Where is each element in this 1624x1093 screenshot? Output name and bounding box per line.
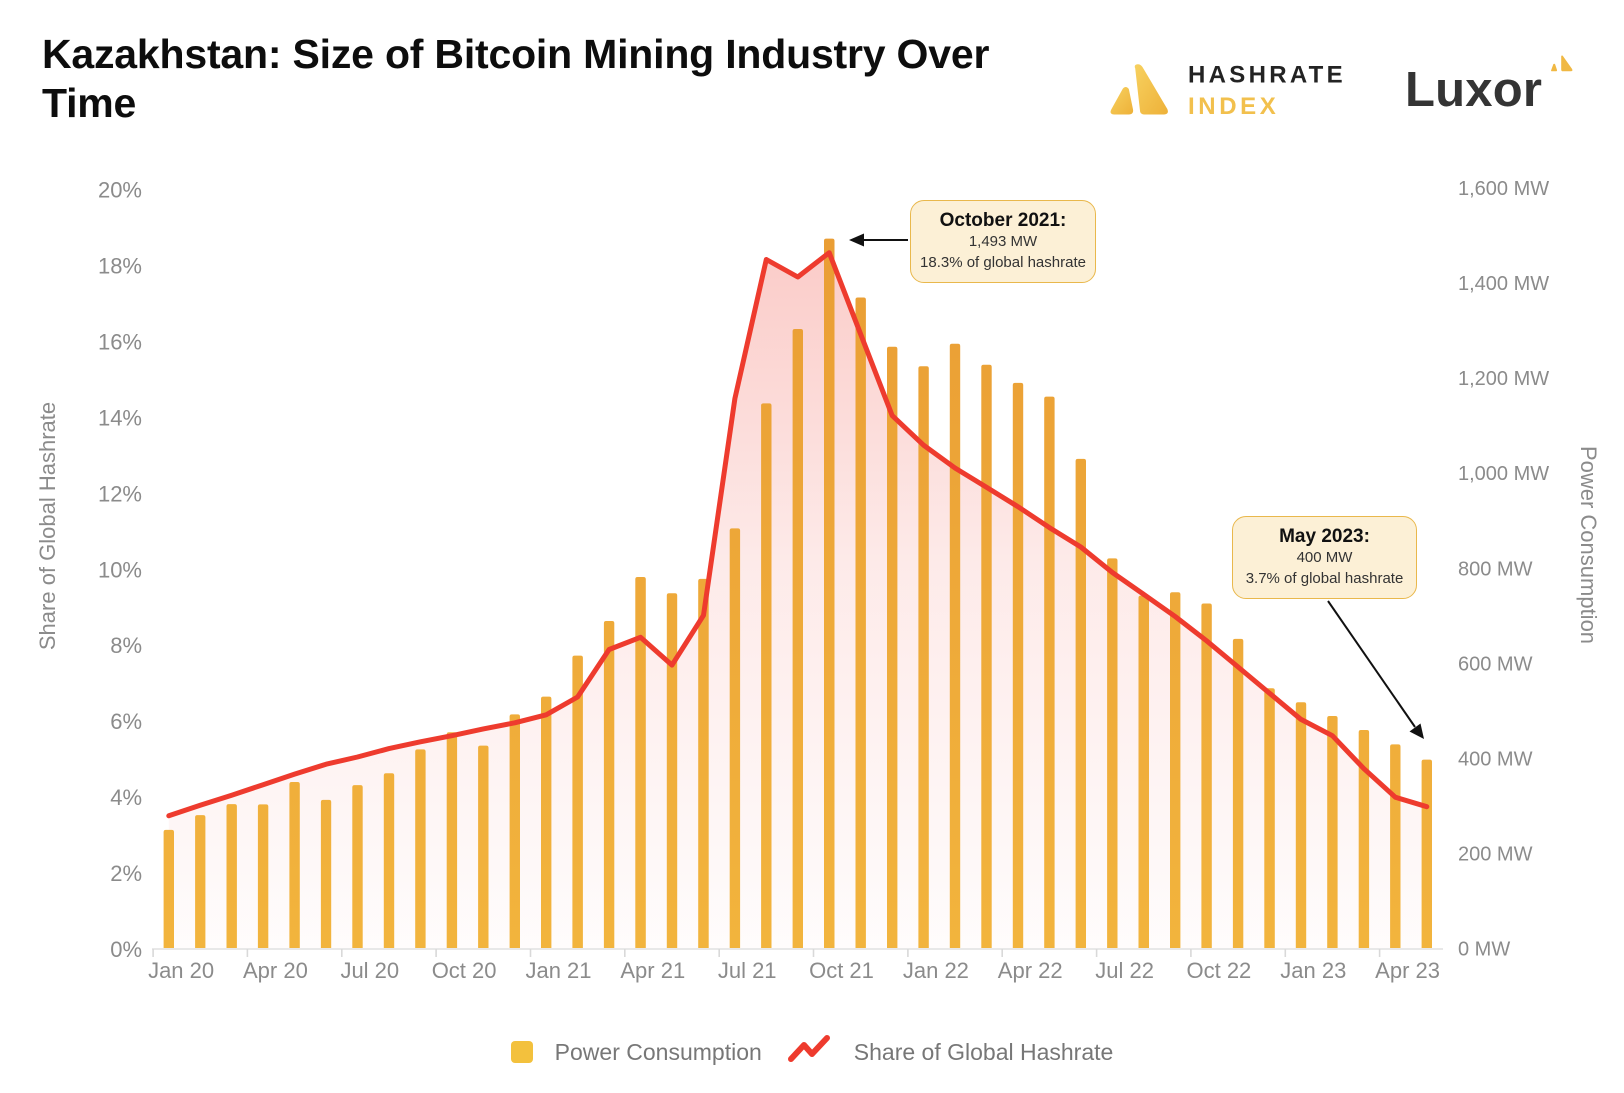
- svg-text:Jul 22: Jul 22: [1095, 958, 1154, 983]
- svg-text:Apr 22: Apr 22: [998, 958, 1063, 983]
- svg-text:1,200 MW: 1,200 MW: [1458, 368, 1549, 390]
- svg-text:0 MW: 0 MW: [1458, 939, 1510, 961]
- svg-text:Jan 23: Jan 23: [1280, 958, 1346, 983]
- svg-text:200 MW: 200 MW: [1458, 843, 1533, 865]
- svg-text:0%: 0%: [110, 937, 142, 962]
- svg-text:600 MW: 600 MW: [1458, 653, 1533, 675]
- svg-text:400 MW: 400 MW: [1458, 748, 1533, 770]
- svg-text:Share of Global Hashrate: Share of Global Hashrate: [35, 402, 60, 650]
- svg-text:Luxor: Luxor: [1405, 63, 1542, 117]
- svg-text:Oct 20: Oct 20: [432, 958, 497, 983]
- svg-text:Jan 20: Jan 20: [148, 958, 214, 983]
- svg-text:Jul 21: Jul 21: [718, 958, 777, 983]
- svg-text:8%: 8%: [110, 633, 142, 658]
- svg-text:1,000 MW: 1,000 MW: [1458, 463, 1549, 485]
- svg-text:6%: 6%: [110, 709, 142, 734]
- svg-text:Jan 21: Jan 21: [525, 958, 591, 983]
- svg-text:Oct 21: Oct 21: [809, 958, 874, 983]
- svg-text:Jul 20: Jul 20: [340, 958, 399, 983]
- svg-text:1,400 MW: 1,400 MW: [1458, 273, 1549, 295]
- svg-text:HASHRATE: HASHRATE: [1188, 62, 1346, 89]
- svg-text:1,600 MW: 1,600 MW: [1458, 178, 1549, 200]
- svg-text:Apr 20: Apr 20: [243, 958, 308, 983]
- svg-text:2%: 2%: [110, 861, 142, 886]
- svg-text:Power Consumption: Power Consumption: [1576, 446, 1601, 644]
- svg-text:INDEX: INDEX: [1188, 93, 1279, 120]
- svg-text:20%: 20%: [98, 178, 142, 203]
- svg-text:Apr 23: Apr 23: [1375, 958, 1440, 983]
- svg-text:18%: 18%: [98, 253, 142, 278]
- svg-text:14%: 14%: [98, 405, 142, 430]
- svg-text:16%: 16%: [98, 329, 142, 354]
- svg-text:4%: 4%: [110, 785, 142, 810]
- svg-text:10%: 10%: [98, 557, 142, 582]
- svg-text:Oct 22: Oct 22: [1186, 958, 1251, 983]
- svg-text:Apr 21: Apr 21: [620, 958, 685, 983]
- svg-text:Jan 22: Jan 22: [903, 958, 969, 983]
- svg-text:800 MW: 800 MW: [1458, 558, 1533, 580]
- svg-text:12%: 12%: [98, 481, 142, 506]
